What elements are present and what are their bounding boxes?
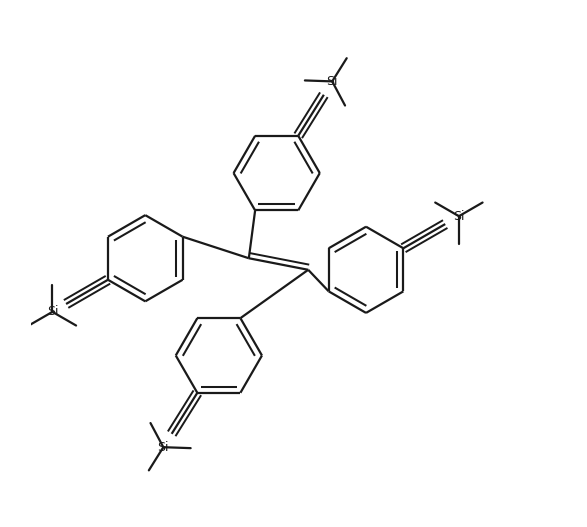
Text: Si: Si — [453, 210, 465, 223]
Text: Si: Si — [47, 305, 58, 318]
Text: Si: Si — [157, 441, 169, 454]
Text: Si: Si — [326, 75, 338, 88]
